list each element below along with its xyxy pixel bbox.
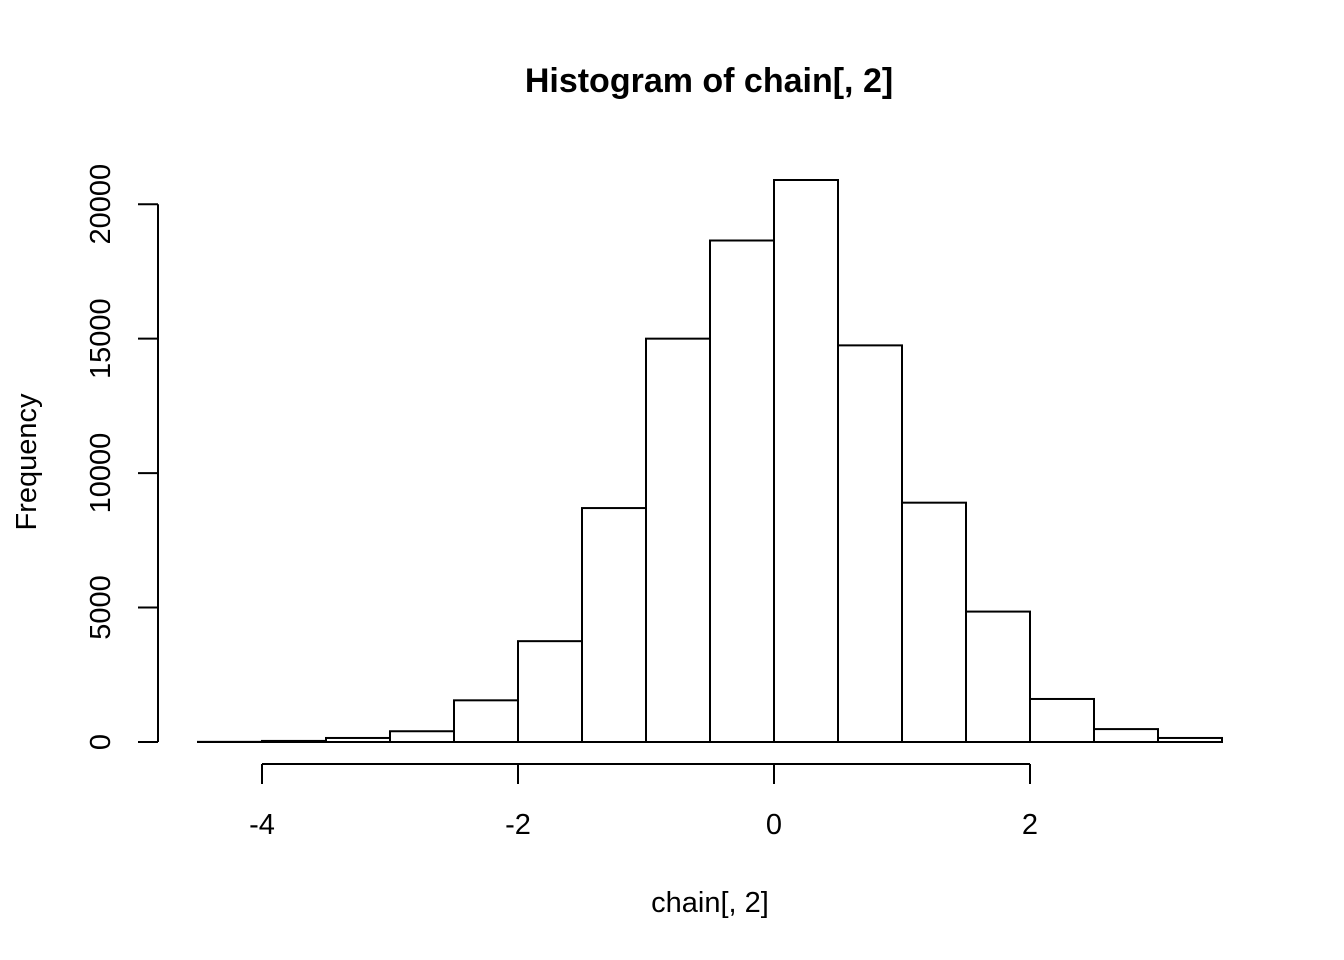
y-tick-label: 20000 <box>85 164 117 245</box>
histogram-bar <box>1029 697 1095 743</box>
x-tick-label: 0 <box>766 809 782 841</box>
histogram-bar <box>837 344 903 743</box>
x-axis: -4 -2 0 2 <box>249 763 1038 841</box>
y-axis-label: Frequency <box>11 393 43 531</box>
y-tick-label: 0 <box>85 734 117 750</box>
histogram-bar <box>965 610 1031 744</box>
histogram-bar <box>325 736 391 743</box>
histogram-bar <box>773 179 839 743</box>
y-tick-label: 5000 <box>85 575 117 640</box>
histogram-bar <box>261 739 327 743</box>
chart-title: Histogram of chain[, 2] <box>525 62 893 100</box>
histogram-bar <box>645 337 711 743</box>
histogram-bar <box>709 239 775 744</box>
histogram-bar <box>453 699 519 743</box>
histogram-bar <box>389 730 455 743</box>
x-axis-label: chain[, 2] <box>651 887 769 919</box>
x-tick-label: -2 <box>505 809 531 841</box>
y-tick-label: 10000 <box>85 433 117 514</box>
histogram-bar <box>581 507 647 743</box>
y-tick-label: 15000 <box>85 298 117 379</box>
x-tick-label: -4 <box>249 809 275 841</box>
histogram-bar <box>1157 736 1223 743</box>
histogram-bar <box>901 501 967 743</box>
histogram-bar <box>1093 728 1159 744</box>
histogram-bar <box>517 640 583 743</box>
bars-group <box>197 179 1223 744</box>
x-tick-label: 2 <box>1022 809 1038 841</box>
y-axis: 0 5000 10000 15000 20000 <box>85 164 159 750</box>
